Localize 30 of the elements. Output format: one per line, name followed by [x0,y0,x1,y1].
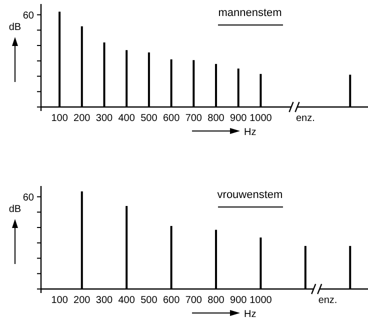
chart-title: mannenstem [218,7,282,19]
x-tick-label: 1000 [250,113,272,124]
x-tick-label: 300 [96,295,114,306]
x-tick-label: 100 [51,295,68,306]
y-tick-label: 60 [22,192,34,204]
x-tick-label: 800 [208,295,225,306]
y-tick-label: 60 [22,10,34,22]
x-tick-label: enz. [296,113,315,124]
x-tick-label: 400 [118,113,136,124]
x-axis-title: Hz [244,127,256,138]
x-tick-label: enz. [318,295,338,306]
x-tick-label: 900 [230,113,248,124]
x-tick-label: 200 [74,113,91,124]
x-tick-label: 600 [162,295,180,306]
x-tick-label: 600 [162,113,180,124]
x-tick-label: 200 [74,295,91,306]
chart-title: vrouwenstem [217,189,283,201]
x-tick-label: 700 [185,113,202,124]
x-tick-label: 500 [140,295,158,306]
y-axis-title: dB [8,22,22,33]
x-tick-label: 800 [208,113,225,124]
x-tick-label: 400 [118,295,136,306]
x-tick-label: 1000 [250,295,272,306]
x-axis-title: Hz [244,309,256,320]
y-axis-title: dB [8,204,22,215]
x-tick-label: 100 [51,113,68,124]
x-tick-label: 500 [140,113,158,124]
x-tick-label: 700 [185,295,202,306]
x-tick-label: 300 [96,113,114,124]
x-tick-label: 900 [230,295,248,306]
